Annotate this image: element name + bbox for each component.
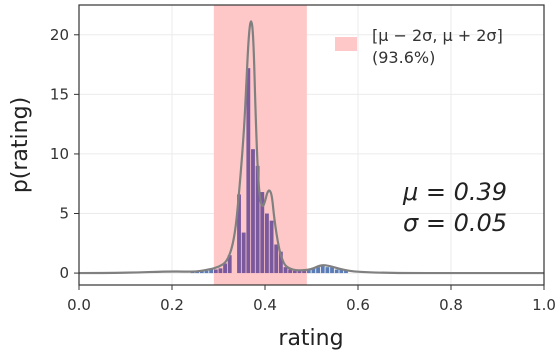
- histogram-bar: [320, 265, 325, 274]
- axes-frame: [78, 4, 545, 286]
- histogram-bar: [237, 194, 241, 274]
- histogram-bar: [330, 267, 334, 274]
- histogram-bar: [306, 269, 311, 274]
- histogram-bar: [302, 270, 307, 274]
- histogram-bar: [297, 270, 302, 274]
- y-tick-labels: 0 5 10 15 20: [50, 26, 79, 282]
- histogram-bar: [204, 270, 209, 274]
- histogram-bar: [311, 268, 316, 274]
- y-tick-label: 20: [50, 26, 69, 44]
- histogram-bar: [265, 213, 269, 274]
- histogram-bar: [227, 255, 232, 274]
- histogram-bar: [209, 269, 214, 274]
- histogram-bar: [199, 270, 204, 274]
- histogram-bar: [260, 192, 265, 274]
- y-tick-label: 10: [50, 145, 69, 163]
- legend-label-line2: (93.6%): [372, 48, 435, 67]
- legend: [μ − 2σ, μ + 2σ] (93.6%): [335, 26, 503, 67]
- histogram-bar: [325, 267, 330, 274]
- histogram-bar: [246, 68, 251, 274]
- x-tick-label: 0.6: [346, 296, 370, 314]
- histogram-bar: [241, 232, 246, 274]
- axes-border: [78, 4, 545, 286]
- x-tick-labels: 0.0 0.2 0.4 0.6 0.8 1.0: [67, 285, 556, 314]
- x-tick-label: 0.2: [160, 296, 184, 314]
- y-tick-label: 5: [59, 205, 69, 223]
- histogram-bar: [255, 165, 260, 274]
- x-axis-label: rating: [278, 326, 343, 351]
- histogram-bar: [334, 269, 339, 274]
- histogram-bar: [213, 269, 218, 274]
- histogram-bar: [223, 263, 227, 274]
- plot-background: [79, 5, 544, 285]
- plot-area: [79, 5, 544, 285]
- kde-curve-layer: [78, 20, 544, 275]
- x-tick-label: 1.0: [532, 296, 556, 314]
- histogram-bars: [190, 68, 348, 274]
- histogram-bar: [292, 270, 297, 274]
- legend-label-line1: [μ − 2σ, μ + 2σ]: [372, 26, 503, 45]
- x-tick-label: 0.4: [253, 296, 277, 314]
- histogram-bar: [274, 244, 279, 274]
- histogram-bar: [269, 220, 274, 274]
- mu-annotation: μ = 0.39: [402, 178, 507, 206]
- histogram-bar: [339, 269, 344, 274]
- legend-swatch: [335, 37, 357, 51]
- y-tick-label: 15: [50, 85, 69, 103]
- x-tick-label: 0.8: [439, 296, 463, 314]
- y-axis-label: p(rating): [8, 97, 33, 193]
- histogram-bar: [218, 268, 223, 274]
- histogram-bar: [344, 269, 348, 274]
- histogram-bar: [251, 149, 255, 274]
- kde-curve: [78, 20, 544, 275]
- x-tick-label: 0.0: [67, 296, 91, 314]
- y-tick-label: 0: [59, 264, 69, 282]
- sigma-annotation: σ = 0.05: [403, 209, 507, 237]
- histogram-bar: [288, 269, 293, 274]
- histogram-bar: [278, 251, 283, 274]
- histogram-bar: [316, 267, 320, 274]
- histogram-bar: [283, 267, 288, 274]
